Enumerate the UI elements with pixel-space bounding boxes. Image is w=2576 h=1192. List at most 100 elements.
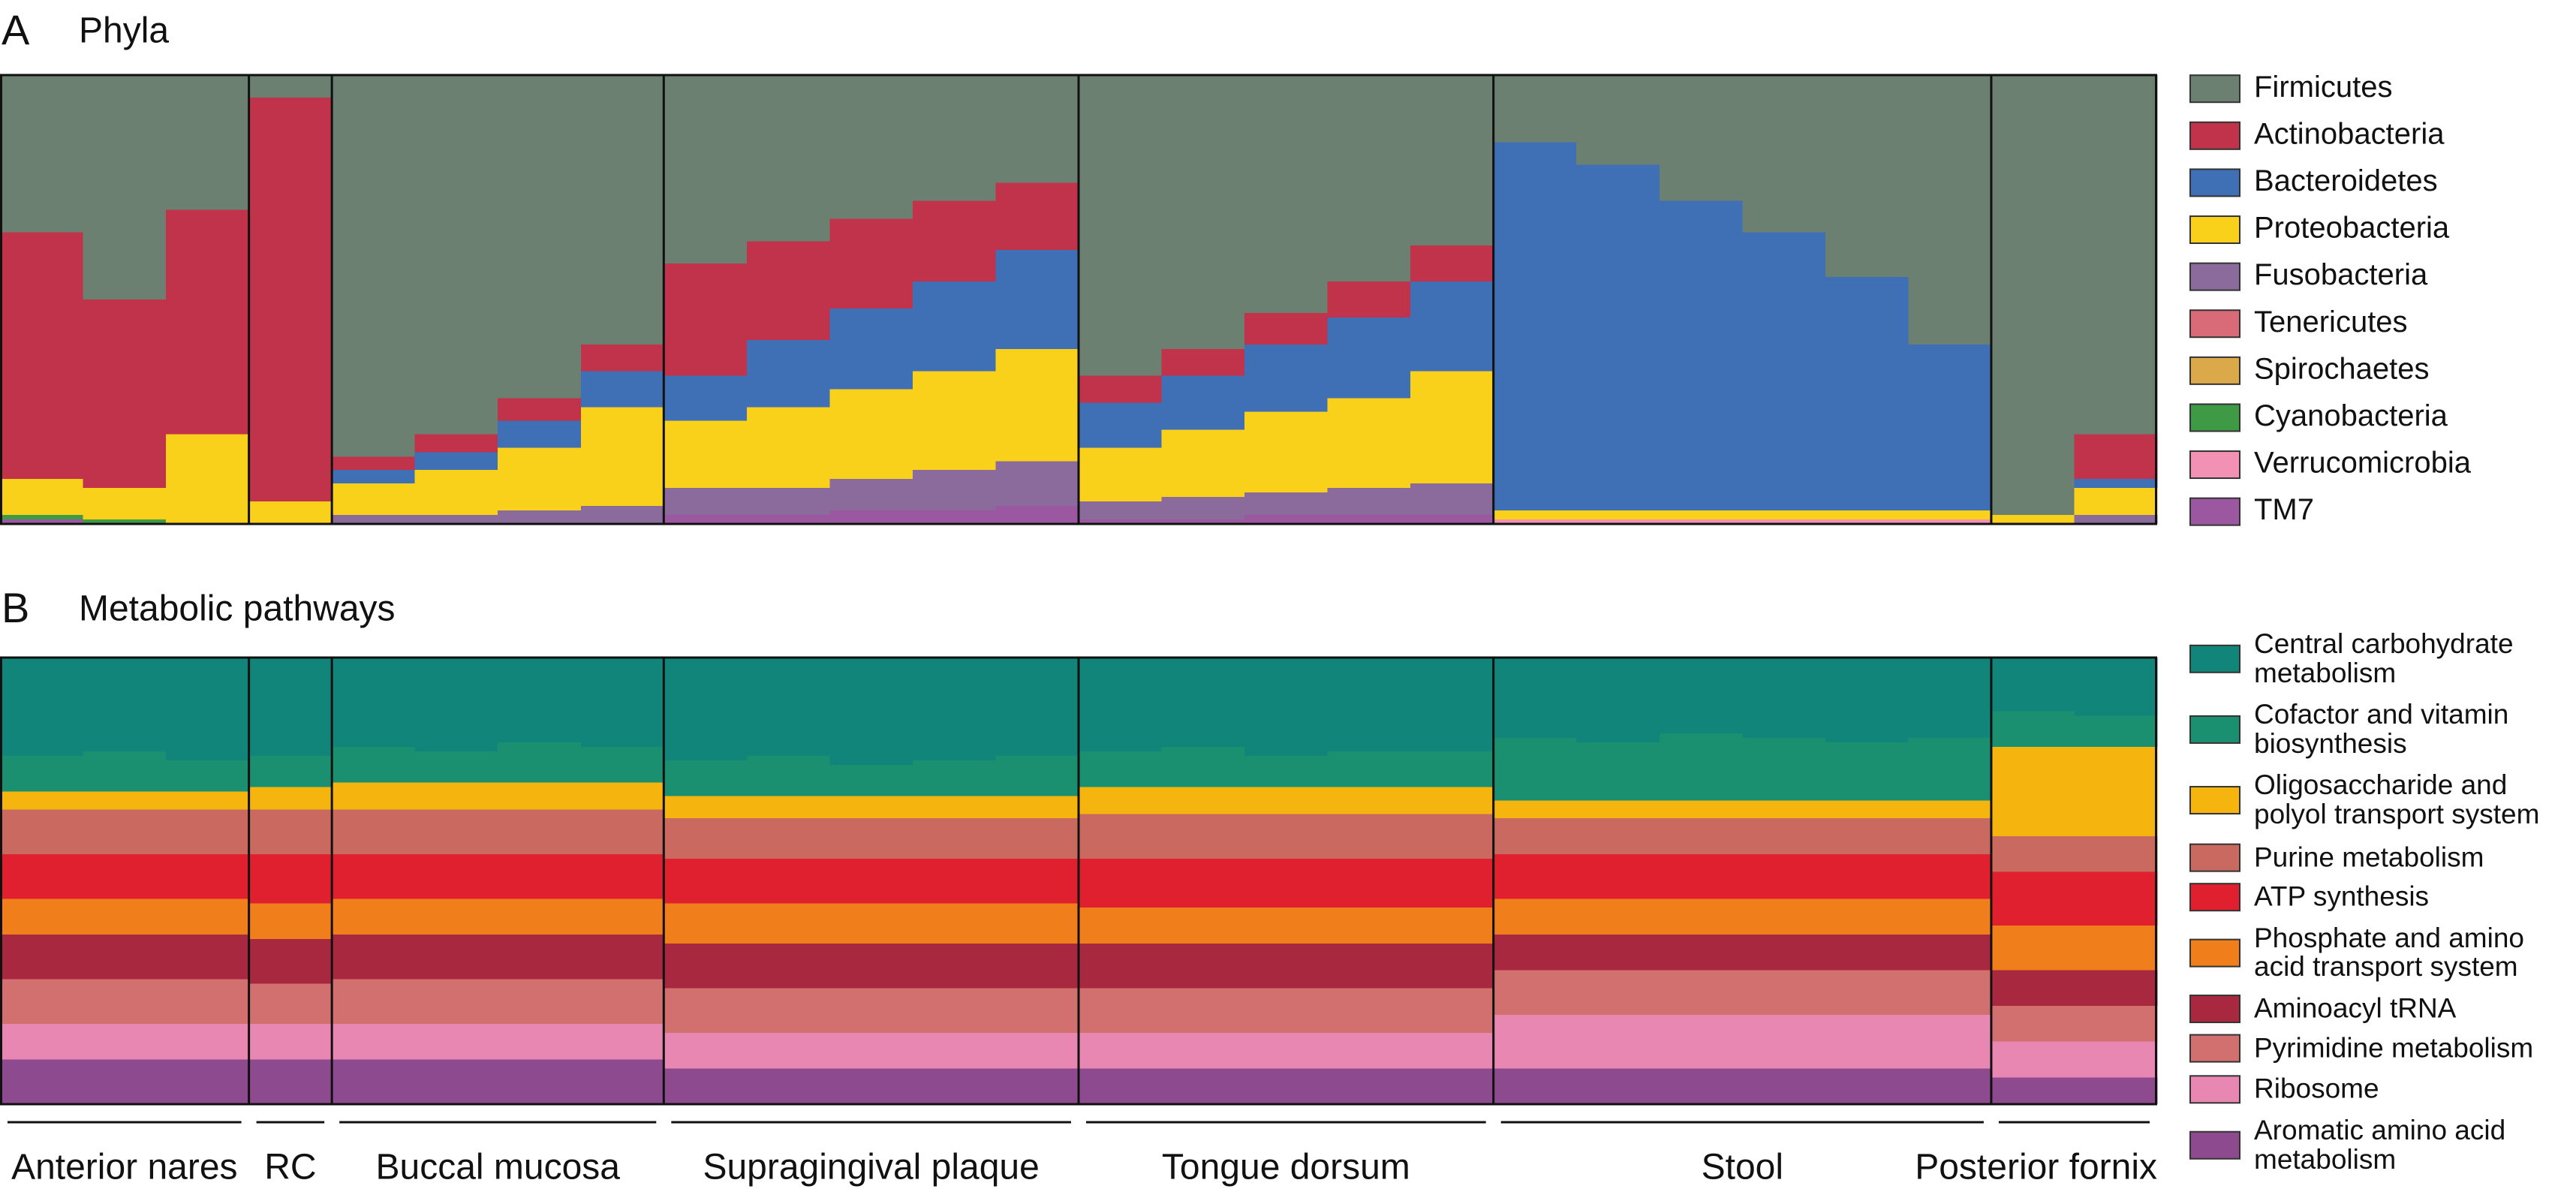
bar-segment <box>912 1068 997 1104</box>
bar-segment <box>166 760 250 792</box>
legend-label: Actinobacteria <box>2254 117 2445 150</box>
bar-segment <box>0 479 84 516</box>
plot-area <box>0 658 2158 1104</box>
bar-segment <box>1576 519 1660 524</box>
bar-segment <box>1079 519 1163 524</box>
bar-segment <box>1244 814 1329 859</box>
bar-segment <box>1161 787 1245 814</box>
legend-label: Fusobacteria <box>2254 258 2428 291</box>
legend-swatch <box>2189 262 2240 291</box>
bar-segment <box>1908 1068 1992 1104</box>
bar-segment <box>1576 1015 1660 1069</box>
bar-segment <box>498 1059 582 1104</box>
bar-segment <box>498 809 582 854</box>
bar-segment <box>746 755 830 796</box>
bar-segment <box>83 751 167 792</box>
legend-swatch <box>2189 450 2240 480</box>
bar-segment <box>995 250 1079 349</box>
bar-segment <box>1244 988 1329 1033</box>
bar-segment <box>248 755 333 787</box>
bar-segment <box>1493 970 1577 1015</box>
legend-label: TM7 <box>2254 493 2314 526</box>
bar-segment <box>166 791 250 810</box>
bar-segment <box>829 858 913 904</box>
bar-segment <box>1410 858 1494 908</box>
bar-segment <box>1825 818 1909 854</box>
bar-segment <box>1493 800 1577 819</box>
site-label: RC <box>264 1148 316 1187</box>
bar-segment <box>1825 899 1909 935</box>
bar-segment <box>1576 934 1660 971</box>
bar-segment <box>664 818 748 859</box>
bar-segment <box>1825 800 1909 819</box>
bar-segment <box>1161 943 1245 989</box>
bar-segment <box>912 760 997 796</box>
bar-segment <box>0 1059 84 1104</box>
legend-swatch <box>2189 786 2240 815</box>
bar-segment <box>995 658 1079 756</box>
bar-segment <box>1244 492 1329 516</box>
bar-segment <box>414 452 498 471</box>
bar-segment <box>746 339 830 408</box>
bar-segment <box>1161 519 1245 524</box>
bar-segment <box>1742 75 1826 233</box>
bar-segment <box>1742 510 1826 520</box>
legend-swatch <box>2189 715 2240 744</box>
legend-label: Aminoacyl tRNA <box>2254 992 2457 1024</box>
bar-segment <box>1327 488 1411 516</box>
bar-segment <box>1991 747 2075 836</box>
bar-segment <box>1493 510 1577 520</box>
bar-segment <box>1079 908 1163 944</box>
bar-segment <box>1825 658 1909 743</box>
bar-segment <box>1659 853 1743 899</box>
bar-segment <box>912 510 997 524</box>
bar-segment <box>498 853 582 899</box>
bar-segment <box>912 796 997 819</box>
bar-segment <box>1244 1068 1329 1104</box>
bar-segment <box>1908 75 1992 345</box>
bar-segment <box>1991 926 2075 971</box>
bar-segment <box>1410 908 1494 944</box>
bar-segment <box>580 782 664 810</box>
site-label: Stool <box>1702 1148 1783 1187</box>
panel-title: Metabolic pathways <box>79 589 396 629</box>
bar-segment <box>498 979 582 1024</box>
bar-segment <box>0 75 84 233</box>
bar-segment <box>248 853 333 904</box>
bar-segment <box>1327 814 1411 859</box>
bar-segment <box>1659 899 1743 935</box>
bar-segment <box>829 988 913 1033</box>
bar-segment <box>166 434 250 524</box>
bar-segment <box>1079 814 1163 859</box>
bar-segment <box>332 853 416 899</box>
legend-swatch <box>2189 121 2240 150</box>
bar-segment <box>498 420 582 448</box>
bar-segment <box>414 979 498 1024</box>
bar-segment <box>248 787 333 810</box>
bar-segment <box>580 1023 664 1060</box>
bar-segment <box>995 461 1079 507</box>
legend-label: Verrucomicrobia <box>2254 447 2472 480</box>
panel-title: Phyla <box>79 11 169 51</box>
bar-segment <box>1576 853 1660 899</box>
bar-segment <box>746 1068 830 1104</box>
bar-segment <box>746 796 830 819</box>
bar-segment <box>248 903 333 939</box>
bar-segment <box>1327 317 1411 399</box>
bar-segment <box>1161 988 1245 1033</box>
bar-segment <box>1908 899 1992 935</box>
legend-label: Tenericutes <box>2254 306 2408 339</box>
bar-segment <box>995 1032 1079 1069</box>
bar-segment <box>995 1068 1079 1104</box>
bar-segment <box>746 1032 830 1069</box>
bar-segment <box>1742 232 1826 511</box>
bar-segment <box>2074 1041 2158 1078</box>
bar-segment <box>912 818 997 859</box>
bar-segment <box>1410 483 1494 516</box>
bar-segment <box>1327 75 1411 282</box>
bar-segment <box>580 371 664 408</box>
bar-segment <box>580 658 664 747</box>
bar-segment <box>414 75 498 435</box>
bar-segment <box>995 858 1079 904</box>
